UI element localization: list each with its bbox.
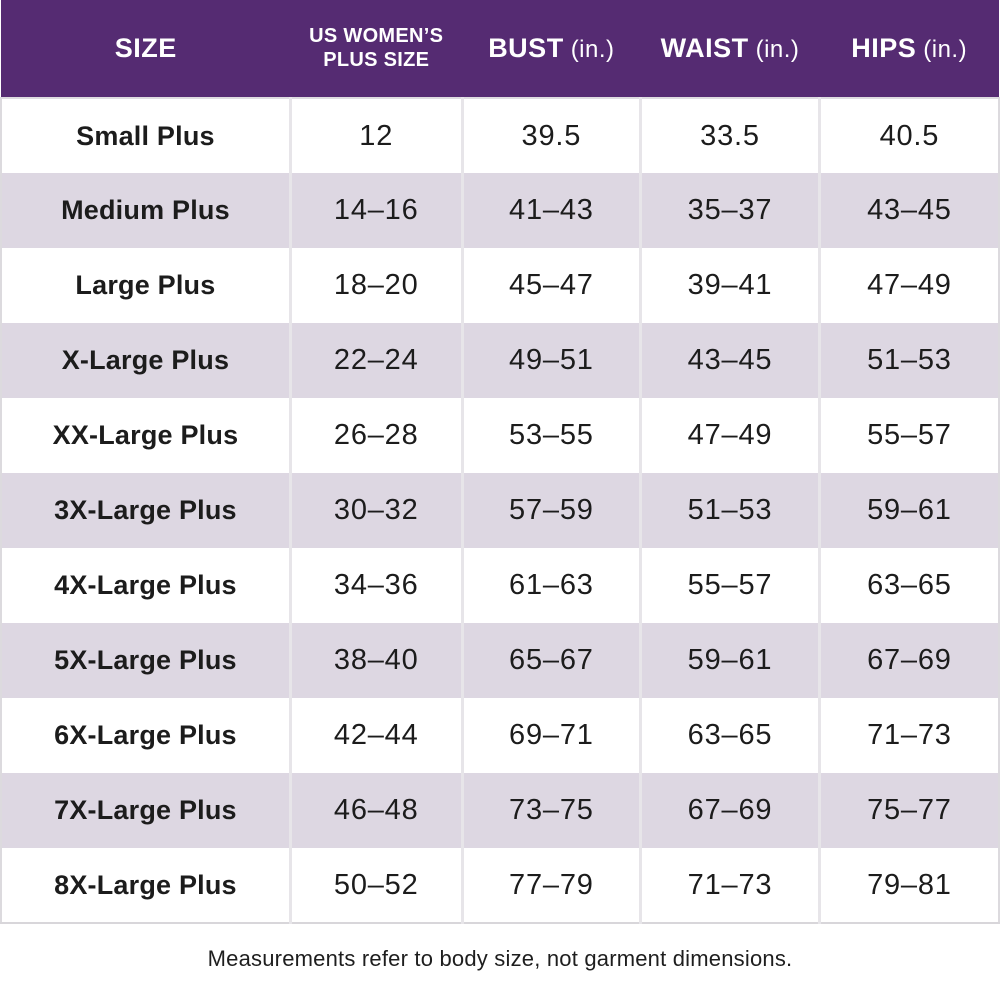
- cell-hips: 40.5: [817, 97, 1000, 173]
- header-us-plus-line1: US WOMEN’S: [309, 24, 444, 47]
- header-size-label: SIZE: [114, 33, 177, 63]
- table-row: 3X-Large Plus 30–32 57–59 51–53 59–61: [0, 473, 1000, 548]
- cell-waist: 63–65: [639, 698, 820, 773]
- cell-us-plus-size: 18–20: [288, 248, 463, 323]
- cell-waist: 33.5: [639, 97, 820, 173]
- table-row: 7X-Large Plus 46–48 73–75 67–69 75–77: [0, 773, 1000, 848]
- cell-bust: 73–75: [460, 773, 641, 848]
- table-row: Small Plus 12 39.5 33.5 40.5: [0, 97, 1000, 173]
- header-bust: BUST (in.): [462, 0, 641, 98]
- cell-size: 7X-Large Plus: [0, 773, 291, 848]
- cell-waist: 59–61: [639, 623, 820, 698]
- cell-hips: 59–61: [817, 473, 1000, 548]
- header-hips: HIPS (in.): [819, 0, 999, 98]
- cell-size: Medium Plus: [0, 173, 291, 248]
- cell-hips: 79–81: [817, 848, 1000, 924]
- cell-us-plus-size: 42–44: [288, 698, 463, 773]
- cell-bust: 77–79: [460, 848, 641, 924]
- cell-bust: 45–47: [460, 248, 641, 323]
- cell-us-plus-size: 34–36: [288, 548, 463, 623]
- cell-size: 5X-Large Plus: [0, 623, 291, 698]
- cell-us-plus-size: 22–24: [288, 323, 463, 398]
- table-body: Small Plus 12 39.5 33.5 40.5 Medium Plus…: [0, 97, 1000, 924]
- table-row: XX-Large Plus 26–28 53–55 47–49 55–57: [0, 398, 1000, 473]
- header-hips-label: HIPS: [851, 33, 917, 63]
- table-header: SIZE US WOMEN’S PLUS SIZE BUST (in.) WAIST…: [1, 0, 999, 98]
- table-row: Medium Plus 14–16 41–43 35–37 43–45: [0, 173, 1000, 248]
- cell-size: 6X-Large Plus: [0, 698, 291, 773]
- header-bust-unit: (in.): [570, 36, 615, 63]
- cell-hips: 63–65: [817, 548, 1000, 623]
- cell-size: Small Plus: [0, 97, 291, 173]
- cell-hips: 43–45: [817, 173, 1000, 248]
- table-row: X-Large Plus 22–24 49–51 43–45 51–53: [0, 323, 1000, 398]
- header-waist-unit: (in.): [755, 36, 800, 63]
- cell-bust: 61–63: [460, 548, 641, 623]
- header-us-plus-line2: PLUS SIZE: [323, 48, 430, 71]
- size-chart-table: SIZE US WOMEN’S PLUS SIZE BUST (in.) WAIST…: [0, 0, 1000, 924]
- cell-hips: 67–69: [817, 623, 1000, 698]
- cell-waist: 43–45: [639, 323, 820, 398]
- cell-us-plus-size: 12: [288, 97, 463, 173]
- cell-us-plus-size: 50–52: [288, 848, 463, 924]
- header-waist-label: WAIST: [660, 33, 749, 63]
- cell-us-plus-size: 38–40: [288, 623, 463, 698]
- cell-us-plus-size: 14–16: [288, 173, 463, 248]
- cell-waist: 35–37: [639, 173, 820, 248]
- cell-hips: 47–49: [817, 248, 1000, 323]
- cell-bust: 49–51: [460, 323, 641, 398]
- table-row: 5X-Large Plus 38–40 65–67 59–61 67–69: [0, 623, 1000, 698]
- cell-bust: 39.5: [460, 97, 641, 173]
- cell-waist: 39–41: [639, 248, 820, 323]
- cell-bust: 65–67: [460, 623, 641, 698]
- cell-size: X-Large Plus: [0, 323, 291, 398]
- cell-hips: 51–53: [817, 323, 1000, 398]
- header-us-plus-size: US WOMEN’S PLUS SIZE: [290, 0, 463, 98]
- cell-hips: 55–57: [817, 398, 1000, 473]
- cell-size: 8X-Large Plus: [0, 848, 291, 924]
- table-row: 8X-Large Plus 50–52 77–79 71–73 79–81: [0, 848, 1000, 924]
- cell-hips: 75–77: [817, 773, 1000, 848]
- cell-waist: 47–49: [639, 398, 820, 473]
- cell-bust: 41–43: [460, 173, 641, 248]
- cell-bust: 53–55: [460, 398, 641, 473]
- header-bust-label: BUST: [488, 33, 564, 63]
- cell-bust: 69–71: [460, 698, 641, 773]
- cell-size: 3X-Large Plus: [0, 473, 291, 548]
- cell-us-plus-size: 30–32: [288, 473, 463, 548]
- measurement-note: Measurements refer to body size, not gar…: [207, 946, 793, 971]
- cell-us-plus-size: 46–48: [288, 773, 463, 848]
- table-row: 4X-Large Plus 34–36 61–63 55–57 63–65: [0, 548, 1000, 623]
- header-waist: WAIST (in.): [640, 0, 820, 98]
- cell-size: Large Plus: [0, 248, 291, 323]
- header-hips-unit: (in.): [923, 36, 968, 63]
- header-size: SIZE: [1, 0, 291, 98]
- cell-waist: 55–57: [639, 548, 820, 623]
- cell-size: XX-Large Plus: [0, 398, 291, 473]
- table-row: Large Plus 18–20 45–47 39–41 47–49: [0, 248, 1000, 323]
- cell-waist: 67–69: [639, 773, 820, 848]
- cell-bust: 57–59: [460, 473, 641, 548]
- header-row: SIZE US WOMEN’S PLUS SIZE BUST (in.) WAIST…: [1, 0, 999, 98]
- cell-hips: 71–73: [817, 698, 1000, 773]
- table-row: 6X-Large Plus 42–44 69–71 63–65 71–73: [0, 698, 1000, 773]
- cell-size: 4X-Large Plus: [0, 548, 291, 623]
- cell-waist: 51–53: [639, 473, 820, 548]
- cell-us-plus-size: 26–28: [288, 398, 463, 473]
- cell-waist: 71–73: [639, 848, 820, 924]
